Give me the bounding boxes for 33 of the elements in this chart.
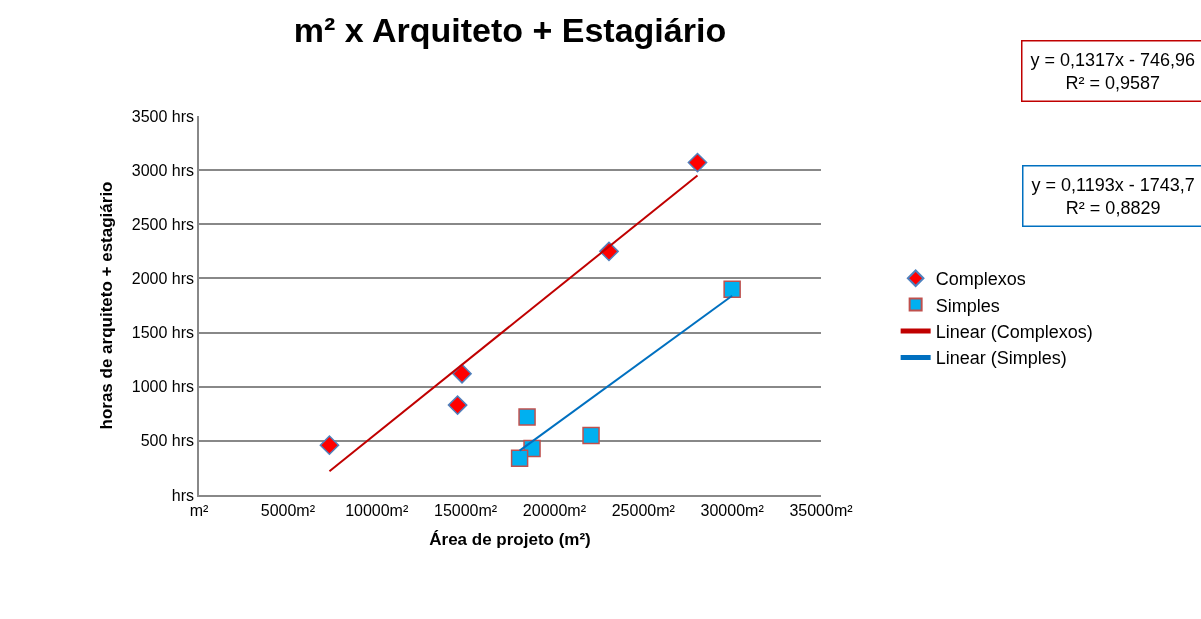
point <box>510 449 529 467</box>
point <box>518 408 536 426</box>
y-tick-label: 3500 hrs <box>131 107 195 125</box>
legend-label: Linear (Complexos) <box>935 322 1093 343</box>
text: y = 0,1317x - 746,96 R² = 0,9587 <box>1030 49 1196 93</box>
y-tick-label: 2500 hrs <box>131 215 195 233</box>
point <box>723 280 741 299</box>
x-tick-label: 25000m² <box>611 501 676 519</box>
x-tick-label: 10000m² <box>345 501 409 519</box>
legend-label: Complexos <box>935 269 1026 290</box>
point <box>452 363 472 384</box>
legend-label: Linear (Simples) <box>935 348 1067 369</box>
point <box>447 395 468 415</box>
y-tick-label: hrs <box>171 486 195 504</box>
chart-title: m² x Arquiteto + Estagiário <box>293 10 727 49</box>
x-tick-label: 30000m² <box>700 501 765 519</box>
y-tick-label: 1000 hrs <box>131 378 195 396</box>
y-tick-label: 2000 hrs <box>131 270 195 288</box>
x-tick-label: 15000m² <box>433 501 498 519</box>
y-tick-label: 500 hrs <box>140 432 195 450</box>
text: y = 0,1193x - 1743,7 R² = 0,8829 <box>1031 174 1195 218</box>
y-tick-label: 1500 hrs <box>131 324 195 342</box>
y-axis-title: horas de arquiteto + estagiário <box>96 181 116 430</box>
point <box>582 426 600 445</box>
legend-label: Simples <box>935 295 1000 316</box>
y-tick-label: 3000 hrs <box>131 161 195 179</box>
x-tick-label: 20000m² <box>522 501 587 519</box>
point <box>319 435 340 456</box>
x-tick-label: m² <box>189 501 209 519</box>
x-tick-label: 5000m² <box>260 501 316 519</box>
point <box>687 152 708 173</box>
x-tick-label: 35000m² <box>789 501 854 519</box>
x-axis-title: Área de projeto (m²) <box>429 529 591 549</box>
